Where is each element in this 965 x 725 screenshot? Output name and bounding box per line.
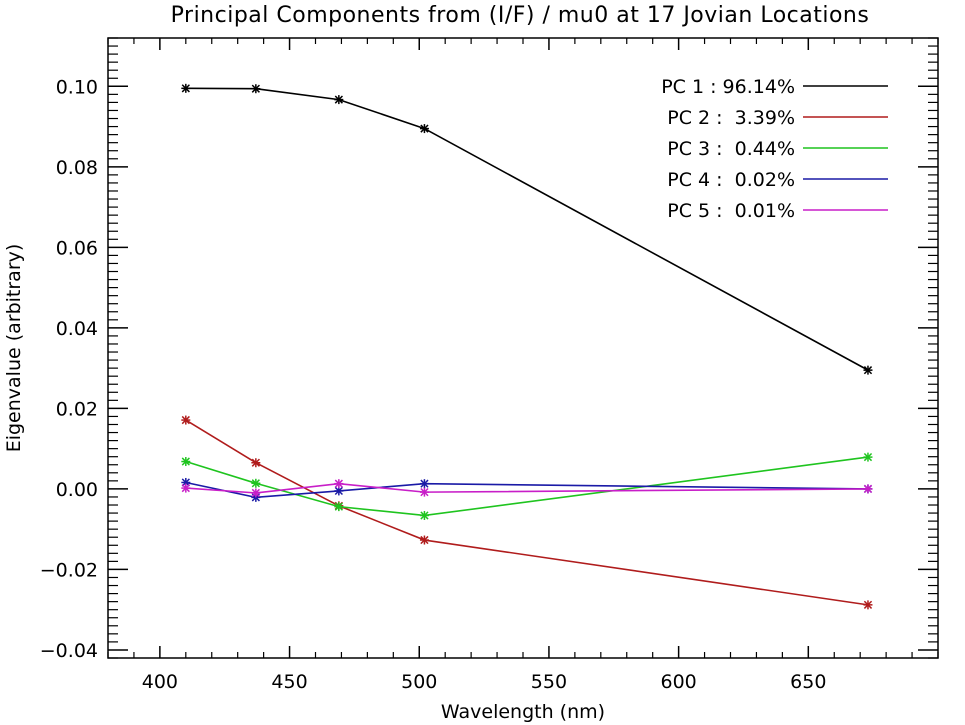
legend-entry-pc1: PC 1 : 96.14% — [661, 76, 888, 98]
legend: PC 1 : 96.14% PC 2 : 3.39% PC 3 : 0.44% PC … — [661, 76, 888, 222]
series-pc2 — [181, 415, 873, 610]
x-tick-label: 650 — [790, 671, 826, 693]
series-layer — [181, 83, 873, 610]
x-axis-label: Wavelength (nm) — [441, 701, 605, 723]
data-point-pc1 — [419, 124, 429, 134]
axis-ticks — [107, 37, 939, 659]
data-point-pc2 — [863, 600, 873, 610]
x-tick-label: 450 — [271, 671, 307, 693]
data-point-pc3 — [251, 478, 261, 488]
legend-entry-pc2: PC 2 : 3.39% — [667, 107, 888, 129]
data-point-pc5 — [863, 484, 873, 494]
legend-entry-pc3: PC 3 : 0.44% — [667, 138, 888, 160]
y-tick-label: 0.04 — [56, 318, 98, 340]
legend-entry-pc5: PC 5 : 0.01% — [667, 200, 888, 222]
data-point-pc3 — [181, 457, 191, 467]
data-point-pc1 — [251, 84, 261, 94]
y-tick-label: 0.00 — [56, 479, 98, 501]
data-point-pc2 — [419, 535, 429, 545]
y-tick-label: 0.06 — [56, 237, 98, 259]
y-tick-label: −0.04 — [40, 640, 98, 662]
legend-label: PC 3 : 0.44% — [667, 138, 795, 160]
y-tick-label: 0.08 — [56, 157, 98, 179]
legend-label: PC 1 : 96.14% — [661, 76, 795, 98]
data-point-pc4 — [419, 479, 429, 489]
series-line-pc2 — [185, 419, 869, 606]
y-tick-label: 0.10 — [56, 76, 98, 98]
data-point-pc1 — [334, 95, 344, 105]
series-line-pc1 — [185, 87, 869, 371]
data-point-pc3 — [334, 502, 344, 512]
data-point-pc3 — [419, 510, 429, 520]
legend-label: PC 4 : 0.02% — [667, 169, 795, 191]
x-tick-label: 550 — [531, 671, 567, 693]
data-point-pc5 — [419, 487, 429, 497]
x-tick-label: 400 — [142, 671, 178, 693]
data-point-pc5 — [181, 483, 191, 493]
axis-tick-labels: 400 450 500 550 600 650 −0.04 −0.02 0.00 0.02 0.04… — [40, 76, 827, 693]
legend-label: PC 5 : 0.01% — [667, 200, 795, 222]
plot-frame — [107, 37, 939, 659]
data-point-pc2 — [181, 415, 191, 425]
y-tick-label: −0.02 — [40, 559, 98, 581]
legend-entry-pc4: PC 4 : 0.02% — [667, 169, 888, 191]
legend-label: PC 2 : 3.39% — [667, 107, 795, 129]
series-pc5 — [181, 479, 873, 498]
data-point-pc1 — [181, 83, 191, 93]
data-point-pc5 — [251, 488, 261, 498]
data-point-pc3 — [863, 452, 873, 462]
x-tick-label: 600 — [660, 671, 696, 693]
data-point-pc5 — [334, 479, 344, 489]
data-point-pc2 — [251, 458, 261, 468]
series-pc1 — [181, 83, 873, 375]
chart-title: Principal Components from (I/F) / mu0 at… — [171, 3, 870, 28]
x-tick-label: 500 — [401, 671, 437, 693]
y-axis-label: Eigenvalue (arbitrary) — [3, 244, 25, 453]
y-tick-label: 0.02 — [56, 398, 98, 420]
series-line-pc3 — [185, 456, 869, 517]
series-pc3 — [181, 452, 873, 520]
data-point-pc1 — [863, 365, 873, 375]
